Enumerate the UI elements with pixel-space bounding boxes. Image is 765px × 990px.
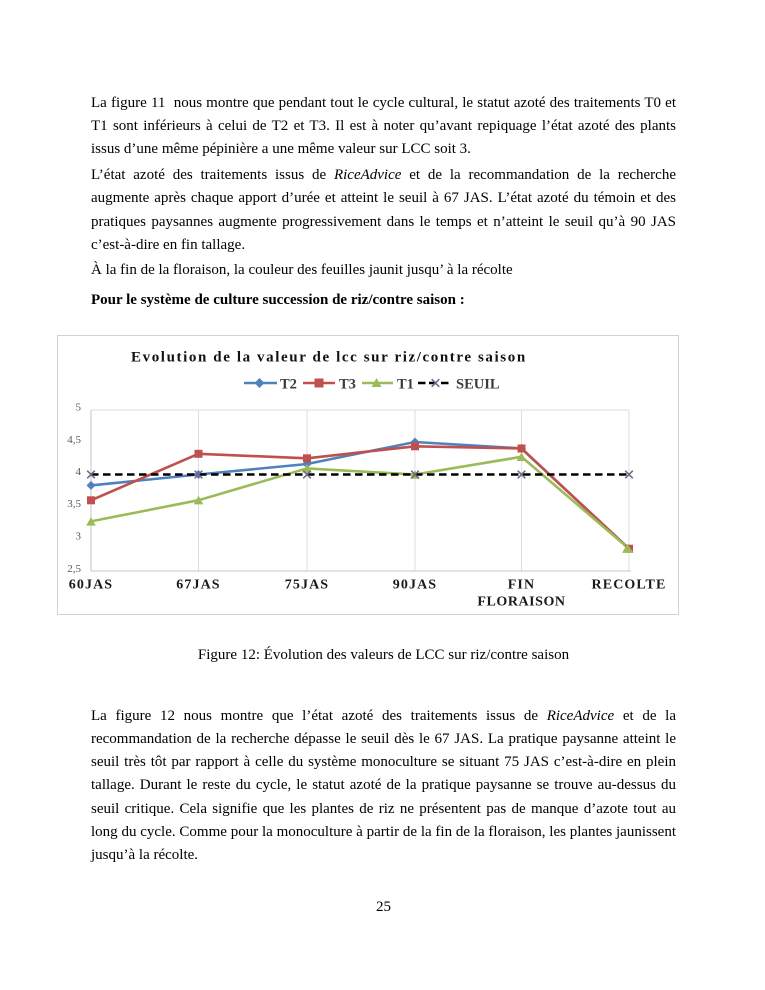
svg-text:4: 4 (76, 466, 82, 478)
svg-text:FIN: FIN (508, 577, 535, 592)
svg-text:5: 5 (76, 402, 82, 414)
svg-text:T1: T1 (397, 377, 414, 393)
svg-text:RECOLTE: RECOLTE (592, 577, 667, 592)
svg-text:T3: T3 (339, 377, 356, 393)
svg-text:60JAS: 60JAS (69, 577, 113, 592)
svg-text:3: 3 (76, 531, 82, 543)
svg-text:67JAS: 67JAS (176, 577, 220, 592)
svg-text:SEUIL: SEUIL (456, 377, 500, 393)
svg-text:Evolution de la valeur de lcc: Evolution de la valeur de lcc sur riz/co… (131, 349, 527, 365)
svg-text:75JAS: 75JAS (285, 577, 329, 592)
svg-text:4,5: 4,5 (67, 434, 81, 446)
svg-text:T2: T2 (280, 377, 297, 393)
svg-text:FLORAISON: FLORAISON (477, 595, 565, 610)
svg-text:90JAS: 90JAS (393, 577, 437, 592)
svg-text:3,5: 3,5 (67, 498, 81, 510)
svg-text:2,5: 2,5 (67, 563, 81, 575)
